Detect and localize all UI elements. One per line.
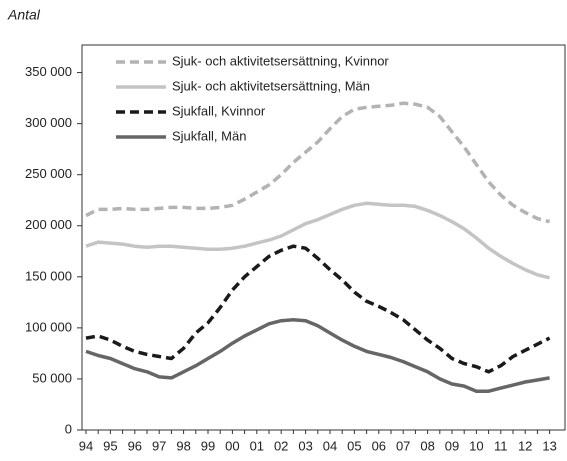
x-tick-label: 08 xyxy=(420,438,434,453)
y-tick-label: 50 000 xyxy=(32,370,72,385)
series-line xyxy=(85,317,550,393)
x-tick-label: 06 xyxy=(372,438,386,453)
y-tick-label: 300 000 xyxy=(25,115,72,130)
x-tick-label: 04 xyxy=(323,438,337,453)
x-tick-label: 96 xyxy=(128,438,142,453)
y-tick-label: 100 000 xyxy=(25,319,72,334)
y-tick-label: 250 000 xyxy=(25,166,72,181)
y-tick-label: 150 000 xyxy=(25,268,72,283)
x-tick-label: 13 xyxy=(542,438,556,453)
x-tick-label: 99 xyxy=(201,438,215,453)
x-tick-label: 98 xyxy=(176,438,190,453)
legend-label: Sjuk- och aktivitetsersättning, Kvinnor xyxy=(172,53,389,68)
x-tick-label: 00 xyxy=(225,438,239,453)
x-tick-label: 09 xyxy=(445,438,459,453)
x-tick-label: 02 xyxy=(274,438,288,453)
legend-label: Sjukfall, Män xyxy=(172,128,246,143)
x-tick-label: 94 xyxy=(79,438,93,453)
x-tick-label: 07 xyxy=(396,438,410,453)
x-tick-label: 97 xyxy=(152,438,166,453)
x-tick-label: 01 xyxy=(250,438,264,453)
x-tick-label: 11 xyxy=(494,438,508,453)
x-tick-label: 12 xyxy=(518,438,532,453)
x-tick-label: 95 xyxy=(103,438,117,453)
series-line xyxy=(85,201,551,280)
x-tick-label: 03 xyxy=(298,438,312,453)
y-axis-title: Antal xyxy=(7,7,41,23)
plot-frame xyxy=(81,44,566,431)
series-line xyxy=(85,101,551,224)
legend-label: Sjuk- och aktivitetsersättning, Män xyxy=(172,78,370,93)
x-tick-label: 10 xyxy=(469,438,483,453)
legend-label: Sjukfall, Kvinnor xyxy=(172,103,266,118)
y-tick-label: 0 xyxy=(65,421,72,436)
series-line xyxy=(85,244,551,374)
y-tick-label: 200 000 xyxy=(25,217,72,232)
y-tick-label: 350 000 xyxy=(25,64,72,79)
x-tick-label: 05 xyxy=(347,438,361,453)
